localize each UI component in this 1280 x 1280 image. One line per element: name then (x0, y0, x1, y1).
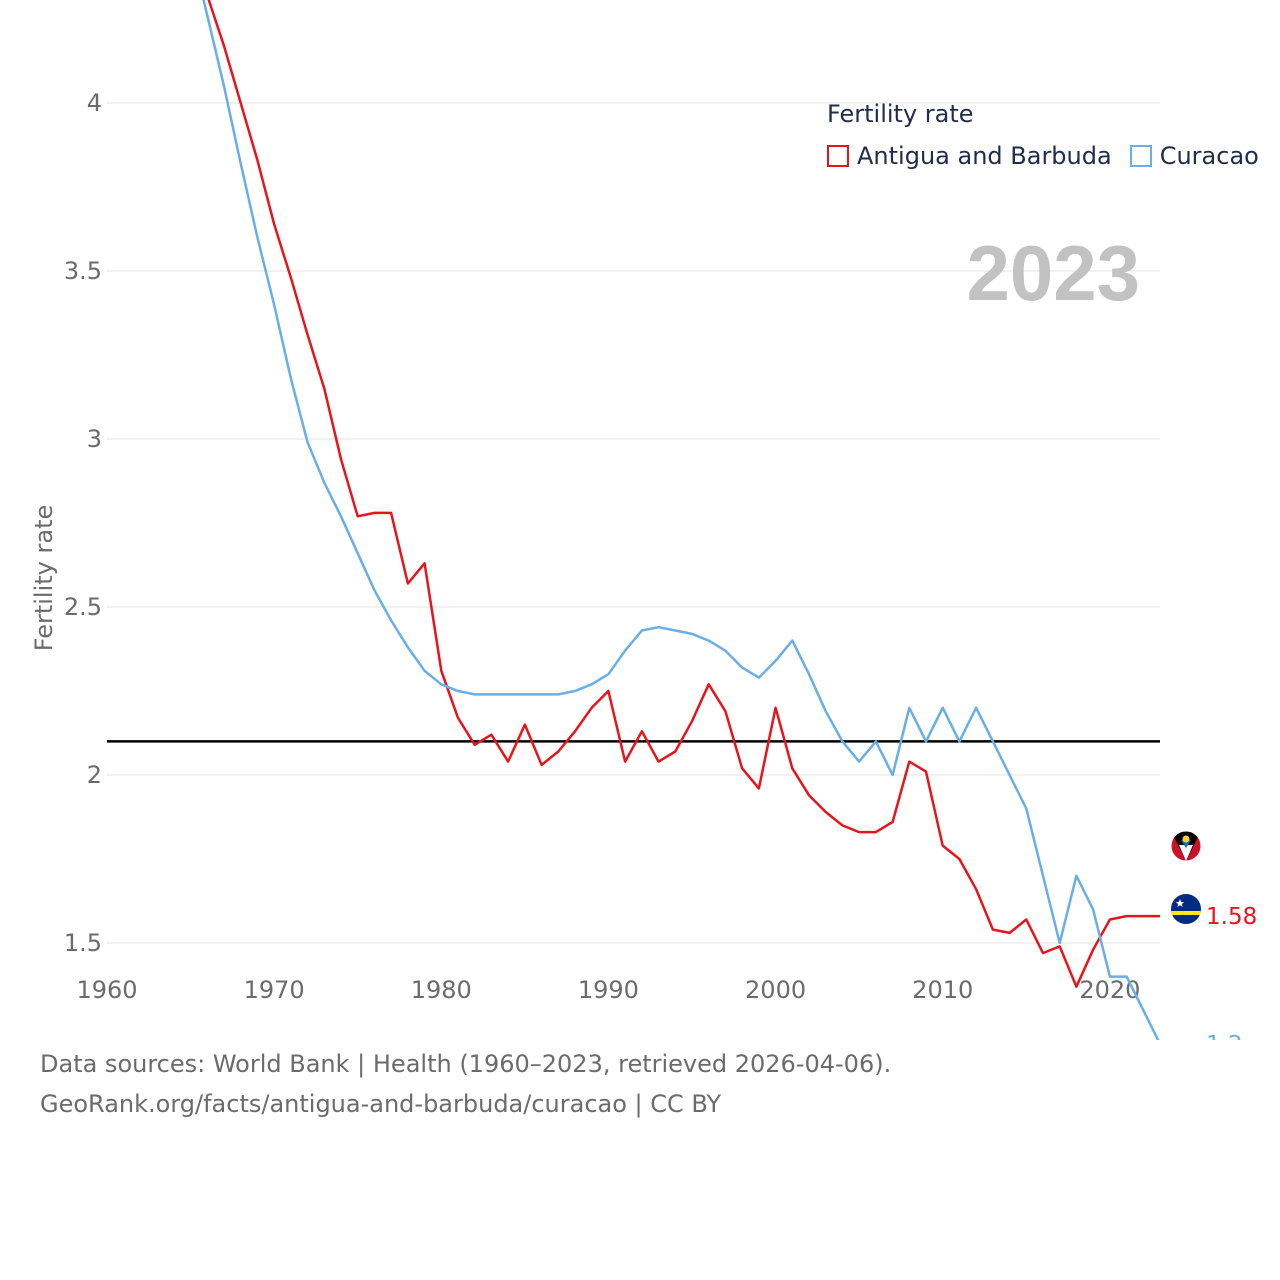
y-tick-label: 2 (87, 761, 102, 789)
legend-title: Fertility rate (827, 100, 974, 128)
year-label: 2023 (966, 229, 1140, 317)
y-tick-label: 2.5 (64, 593, 102, 621)
x-tick-label: 2000 (745, 976, 806, 1004)
end-label-antigua-and-barbuda: 1.58 (1206, 904, 1257, 930)
x-tick-label: 1970 (244, 976, 305, 1004)
x-tick-label: 1960 (76, 976, 137, 1004)
data-sources: Data sources: World Bank | Health (1960–… (40, 1044, 891, 1124)
legend-item-curacao[interactable]: Curacao (1129, 142, 1259, 170)
series-line-antigua-and-barbuda[interactable] (107, 0, 1160, 988)
y-tick-label: 3 (87, 425, 102, 453)
legend-label-antigua: Antigua and Barbuda (857, 142, 1112, 170)
curacao-flag (1171, 894, 1201, 924)
x-tick-label: 2010 (912, 976, 973, 1004)
end-label-curacao: 1.2 (1206, 1032, 1243, 1040)
sources-line-1: Data sources: World Bank | Health (1960–… (40, 1050, 892, 1078)
y-tick-label: 4 (87, 89, 102, 117)
series-line-curacao[interactable] (107, 0, 1160, 1040)
x-tick-label: 1980 (411, 976, 472, 1004)
legend-swatch-curacao (1129, 145, 1152, 167)
fertility-line-chart: 1.522.533.544.55196019701980199020002010… (30, 0, 1257, 1040)
y-tick-label: 1.5 (64, 929, 102, 957)
sources-line-2[interactable]: GeoRank.org/facts/antigua-and-barbuda/cu… (40, 1090, 722, 1118)
y-axis-label: Fertility rate (30, 505, 58, 652)
antigua-and-barbuda-flag (1170, 830, 1202, 862)
y-tick-label: 3.5 (64, 257, 102, 285)
legend-swatch-antigua (827, 145, 849, 167)
legend-label-curacao: Curacao (1159, 142, 1259, 170)
x-tick-label: 1990 (578, 976, 639, 1004)
legend-item-antigua[interactable]: Antigua and Barbuda (827, 142, 1112, 170)
legend: Antigua and Barbuda Curacao (827, 142, 1277, 170)
x-tick-label: 2020 (1079, 976, 1140, 1004)
